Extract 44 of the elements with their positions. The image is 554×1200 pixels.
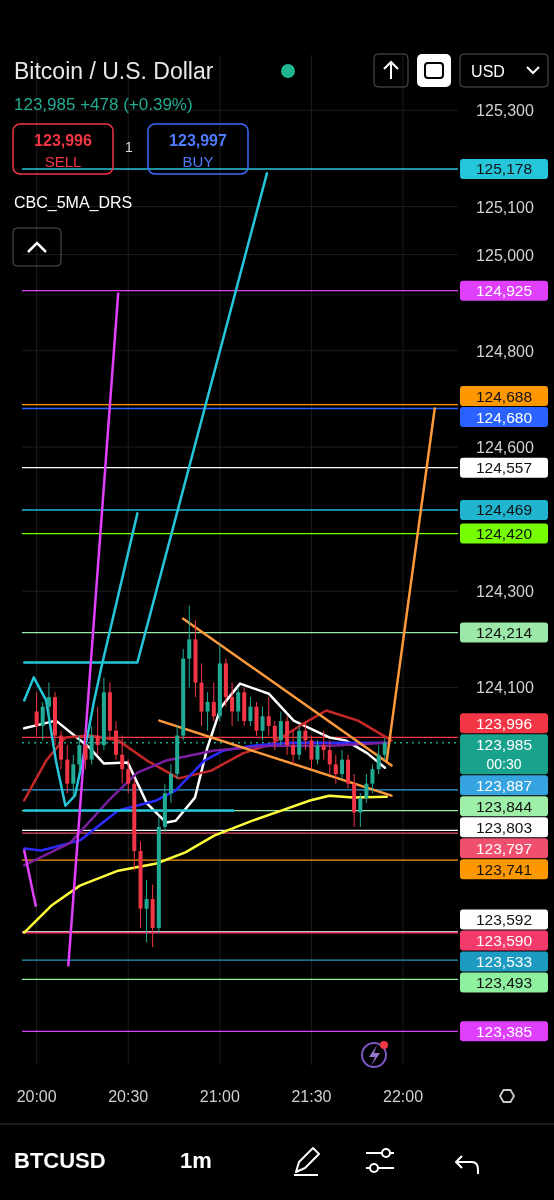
y-tick-label: 124,600 (476, 438, 535, 456)
text: 00:30 (486, 756, 522, 773)
ref-line-label: 124,469 (475, 501, 533, 519)
text: USD (471, 63, 505, 80)
x-tick-label: 22:00 (383, 1088, 424, 1105)
text: 1m (180, 1148, 212, 1173)
ref-line-label: 124,680 (475, 408, 533, 426)
annotation: 123,997 (169, 132, 228, 149)
x-tick-label: 20:30 (108, 1088, 149, 1105)
x-tick-label: 20:00 (16, 1088, 57, 1105)
text: 123,985 +478 (+0.39%) (14, 95, 193, 114)
ref-line-label: 124,420 (475, 525, 533, 543)
ref-line-label: 123,590 (475, 932, 533, 950)
ref-line-label: 123,803 (475, 818, 533, 836)
ref-line-label: 123,385 (475, 1022, 533, 1040)
ref-line-label: 124,214 (475, 624, 533, 642)
ref-line-label: 123,797 (475, 839, 533, 857)
annotation: BUY (182, 153, 214, 170)
y-tick-label: 124,800 (476, 342, 535, 360)
ref-line-label: 124,925 (475, 282, 533, 300)
annotation: SELL (44, 153, 82, 170)
ref-line-label: 123,985 (475, 735, 533, 753)
y-tick-label: 124,300 (476, 583, 535, 601)
text: BTCUSD (14, 1148, 106, 1173)
ref-line-label: 123,887 (475, 776, 533, 794)
y-tick-label: 125,100 (476, 198, 535, 216)
annotation: CBC_5MA_DRS (14, 194, 133, 212)
ref-line-label: 123,533 (475, 953, 533, 971)
y-tick-label: 124,100 (476, 679, 535, 697)
x-tick-label: 21:00 (199, 1088, 240, 1105)
ref-line-label: 123,996 (475, 714, 533, 732)
ref-line-label: 124,557 (475, 459, 533, 477)
chart-title: Bitcoin / U.S. Dollar (14, 58, 214, 84)
ref-line-label: 125,178 (475, 160, 533, 178)
x-tick-label: 21:30 (291, 1088, 332, 1105)
y-tick-label: 125,300 (476, 102, 535, 120)
y-tick-label: 125,000 (476, 246, 535, 264)
ref-line-label: 123,844 (475, 797, 533, 815)
ref-line-label: 123,592 (475, 911, 533, 929)
annotation: 1 (125, 139, 134, 155)
ref-line-label: 123,493 (475, 974, 533, 992)
annotation: 123,996 (34, 132, 93, 149)
ref-line-label: 124,688 (475, 387, 533, 405)
ref-line-label: 123,741 (475, 860, 533, 878)
